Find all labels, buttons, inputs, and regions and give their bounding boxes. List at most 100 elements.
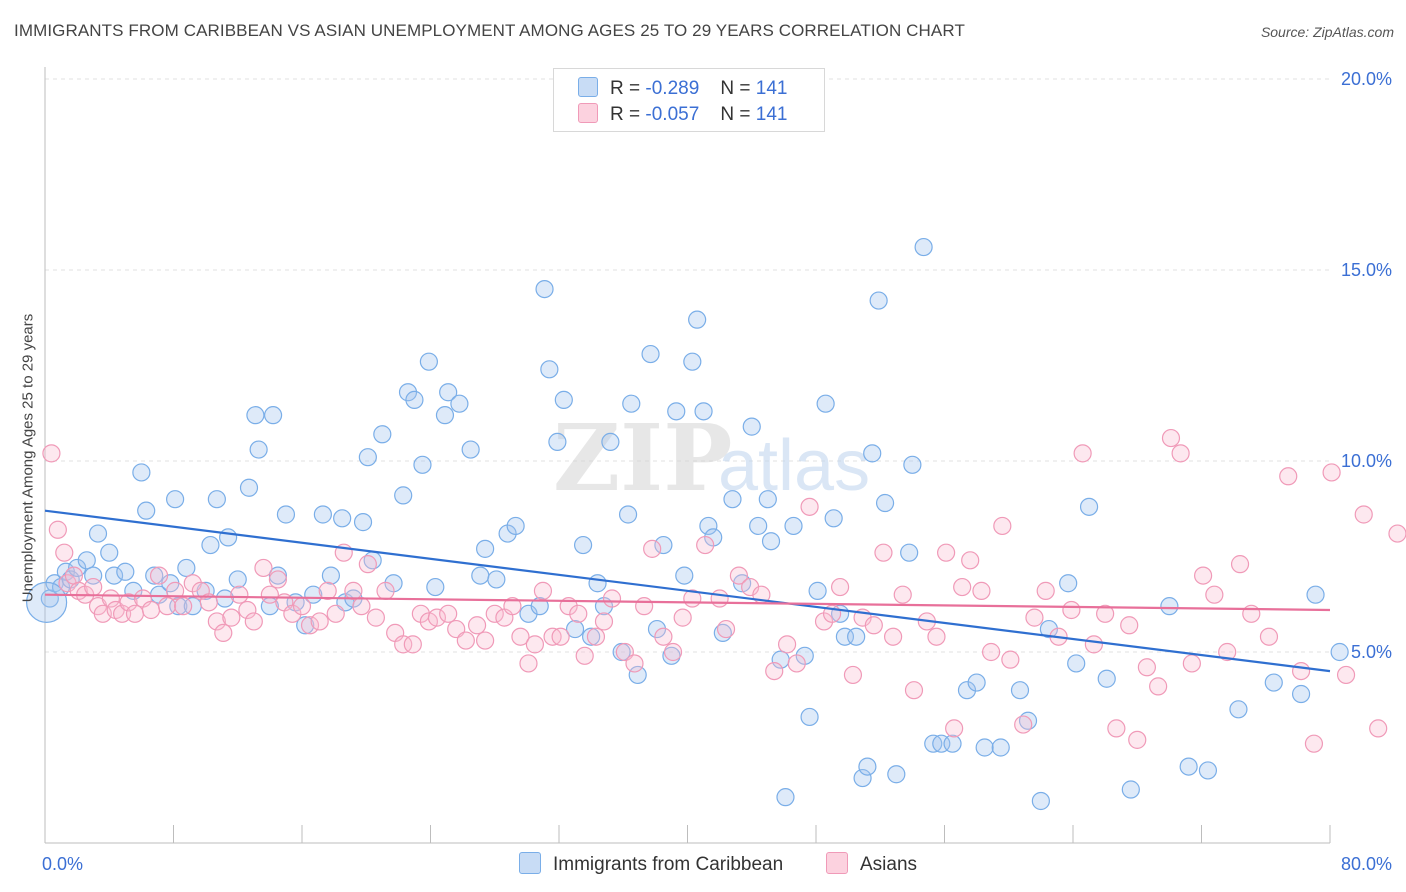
asian-point xyxy=(119,593,138,612)
bottom-legend-swatch-asians xyxy=(826,852,848,874)
asian-point xyxy=(1128,730,1147,749)
caribbean-point xyxy=(419,352,438,371)
caribbean-point xyxy=(742,417,761,436)
asian-point xyxy=(635,597,654,616)
caribbean-point xyxy=(847,627,866,646)
caribbean-point xyxy=(313,505,332,524)
asian-point xyxy=(696,535,715,555)
asian-point xyxy=(207,612,226,631)
caribbean-point xyxy=(903,455,922,474)
legend-row-caribbean: R = -0.289 N = 141 xyxy=(578,77,787,99)
asian-point xyxy=(945,719,964,738)
asian-point xyxy=(519,654,538,673)
asian-point xyxy=(787,654,806,673)
asian-point xyxy=(344,581,363,600)
caribbean-point xyxy=(647,619,667,639)
caribbean-point xyxy=(487,570,506,589)
watermark-zip: ZIP xyxy=(553,404,732,512)
caribbean-point xyxy=(869,291,888,310)
asian-point xyxy=(1096,604,1115,623)
legend-n-value: 141 xyxy=(755,78,788,99)
asian-point xyxy=(654,627,673,646)
asian-point xyxy=(55,543,74,562)
x-tick-label: 0.0% xyxy=(42,854,83,874)
asian-point xyxy=(84,577,103,597)
asian-point xyxy=(1336,665,1356,685)
caribbean-point xyxy=(853,768,872,788)
caribbean-point xyxy=(1059,574,1078,593)
asian-point xyxy=(467,616,487,635)
asian-point xyxy=(972,581,991,600)
asian-point xyxy=(864,616,883,635)
caribbean-point xyxy=(1179,757,1198,776)
asian-point xyxy=(1036,581,1055,600)
asian-point xyxy=(394,635,413,654)
caribbean-point xyxy=(776,788,795,807)
caribbean-point xyxy=(166,490,185,509)
asian-point xyxy=(777,635,797,654)
asian-point xyxy=(800,497,819,516)
watermark: ZIP atlas xyxy=(553,404,870,512)
asian-point xyxy=(141,600,161,620)
caribbean-point xyxy=(758,490,777,509)
caribbean-point xyxy=(450,394,469,413)
asian-point xyxy=(602,589,622,608)
asian-point xyxy=(551,627,570,646)
caribbean-point xyxy=(863,444,882,463)
asian-point xyxy=(101,589,120,608)
caribbean-point xyxy=(1079,497,1099,516)
caribbean-point xyxy=(276,505,296,524)
caribbean-point xyxy=(784,516,803,536)
caribbean-point xyxy=(1039,619,1059,639)
caribbean-point xyxy=(1121,780,1140,799)
asian-point xyxy=(533,581,553,600)
caribbean-point xyxy=(1097,669,1116,688)
caribbean-point xyxy=(228,570,247,589)
asian-point xyxy=(1149,677,1168,696)
asian-point xyxy=(157,597,177,616)
caribbean-point xyxy=(914,237,933,257)
asian-point xyxy=(1218,642,1237,662)
asian-point xyxy=(1259,627,1279,646)
correlation-legend: R = -0.289 N = 141 R = -0.057 N = 141 xyxy=(553,68,825,132)
caribbean-point xyxy=(373,425,392,444)
caribbean-point xyxy=(1229,700,1248,719)
caribbean-point xyxy=(1067,654,1086,673)
caribbean-point xyxy=(88,524,108,543)
caribbean-point xyxy=(353,513,373,532)
bottom-legend-caribbean: Immigrants from Caribbean xyxy=(519,852,783,876)
caribbean-point xyxy=(535,280,554,299)
asian-point xyxy=(1322,463,1341,482)
caribbean-point xyxy=(967,673,986,692)
asian-point xyxy=(292,597,312,616)
caribbean-point xyxy=(1010,681,1030,700)
asian-point xyxy=(830,577,850,597)
caribbean-point xyxy=(177,558,196,578)
asian-point xyxy=(625,654,644,673)
caribbean-point xyxy=(808,581,827,600)
legend-r-value: -0.057 xyxy=(645,104,700,125)
caribbean-point xyxy=(249,440,268,459)
caribbean-point xyxy=(667,402,686,421)
trend-lines xyxy=(44,509,1331,673)
asian-point xyxy=(352,597,371,616)
caribbean-point xyxy=(413,455,432,474)
axes xyxy=(44,67,1331,844)
asian-point xyxy=(300,616,320,635)
caribbean-point xyxy=(548,432,567,451)
caribbean-point xyxy=(116,562,135,581)
caribbean-point xyxy=(573,535,593,555)
caribbean-point xyxy=(201,535,220,555)
asian-point xyxy=(125,604,145,623)
trend-line-caribbean xyxy=(44,509,1331,673)
asian-point xyxy=(42,444,61,463)
caribbean-point xyxy=(628,665,647,685)
caribbean-point xyxy=(405,390,424,409)
caribbean-point xyxy=(975,738,994,757)
legend-r-label: R = xyxy=(610,104,641,125)
asian-point xyxy=(403,635,422,654)
asian-point xyxy=(765,661,784,681)
legend-row-asians: R = -0.057 N = 141 xyxy=(578,103,787,125)
asian-point xyxy=(1279,467,1298,486)
caribbean-point xyxy=(943,734,962,753)
